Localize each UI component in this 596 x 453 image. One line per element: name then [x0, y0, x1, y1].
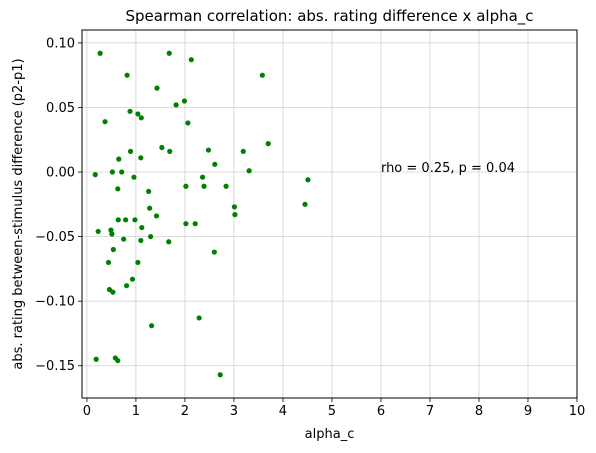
- x-tick-label: 9: [524, 404, 532, 419]
- data-point: [115, 186, 121, 192]
- data-points: [92, 50, 311, 378]
- data-point: [217, 372, 223, 378]
- data-point: [135, 259, 141, 266]
- y-tick-label: −0.10: [35, 295, 75, 310]
- data-point: [154, 85, 160, 91]
- data-point: [115, 357, 121, 364]
- data-point: [123, 217, 129, 223]
- data-point: [166, 239, 172, 245]
- data-point: [138, 237, 144, 244]
- x-tick-label: 3: [230, 404, 238, 419]
- data-point: [183, 221, 189, 227]
- y-tick-label: 0.05: [46, 101, 75, 116]
- data-point: [192, 221, 198, 227]
- data-point: [185, 120, 191, 126]
- x-tick-label: 8: [475, 404, 483, 419]
- data-point: [116, 156, 122, 162]
- y-tick-label: 0.10: [46, 36, 75, 51]
- data-point: [129, 276, 136, 282]
- data-point: [148, 323, 155, 329]
- data-point: [240, 148, 246, 154]
- y-tick-label: −0.15: [35, 359, 75, 374]
- data-point: [223, 183, 229, 189]
- data-point: [148, 233, 154, 240]
- data-point: [138, 115, 144, 121]
- data-point: [127, 108, 133, 114]
- data-point: [110, 246, 116, 253]
- data-point: [159, 144, 165, 151]
- data-point: [115, 217, 121, 223]
- data-point: [110, 289, 116, 295]
- data-point: [246, 168, 252, 174]
- data-point: [167, 148, 173, 154]
- x-tick-label: 4: [279, 404, 287, 419]
- x-tick-label: 1: [132, 404, 140, 419]
- data-point: [259, 72, 265, 78]
- data-point: [127, 148, 134, 154]
- data-point: [132, 217, 138, 223]
- data-point: [105, 259, 112, 266]
- data-point: [166, 50, 172, 56]
- data-point: [205, 147, 212, 153]
- data-point: [201, 183, 207, 189]
- x-axis-label: alpha_c: [305, 427, 355, 442]
- data-point: [109, 231, 115, 237]
- data-point: [173, 102, 179, 108]
- x-tick-label: 10: [569, 404, 586, 419]
- chart-title: Spearman correlation: abs. rating differ…: [125, 7, 533, 26]
- y-tick-label: −0.05: [35, 230, 75, 245]
- x-tick-label: 5: [328, 404, 336, 419]
- data-point: [232, 212, 238, 218]
- y-axis-label: abs. rating between-stimulus difference …: [11, 58, 26, 369]
- data-point: [121, 236, 127, 242]
- data-point: [231, 204, 238, 210]
- data-point: [95, 228, 101, 235]
- data-point: [302, 201, 308, 207]
- data-point: [93, 356, 99, 362]
- data-point: [119, 169, 125, 175]
- data-point: [135, 111, 141, 117]
- data-point: [188, 57, 194, 63]
- data-point: [97, 50, 103, 56]
- data-point: [199, 174, 206, 180]
- data-point: [211, 249, 217, 255]
- data-point: [196, 315, 202, 321]
- data-point: [181, 98, 188, 104]
- data-point: [124, 72, 130, 78]
- data-point: [92, 172, 98, 178]
- data-point: [131, 174, 137, 180]
- x-tick-label: 6: [377, 404, 385, 419]
- data-point: [123, 283, 130, 289]
- y-tick-label: 0.00: [46, 166, 75, 181]
- data-point: [183, 183, 189, 189]
- x-tick-label: 0: [83, 404, 91, 419]
- data-point: [139, 224, 145, 231]
- data-point: [212, 161, 218, 167]
- correlation-annotation: rho = 0.25, p = 0.04: [381, 161, 515, 176]
- data-point: [102, 119, 108, 125]
- x-tick-label: 2: [181, 404, 189, 419]
- data-point: [109, 169, 115, 175]
- data-point: [305, 177, 311, 183]
- data-point: [138, 155, 144, 161]
- data-point: [265, 141, 271, 147]
- data-point: [147, 205, 153, 211]
- data-point: [146, 188, 152, 195]
- x-tick-label: 7: [426, 404, 434, 419]
- data-point: [153, 213, 160, 219]
- axis-ticks: 0 1 2 3 4 5 6 7 8 9 10 0.10 0.05 0.00 −0.05 −0.10 −0.15: [35, 36, 585, 419]
- plot-frame: [81, 29, 578, 399]
